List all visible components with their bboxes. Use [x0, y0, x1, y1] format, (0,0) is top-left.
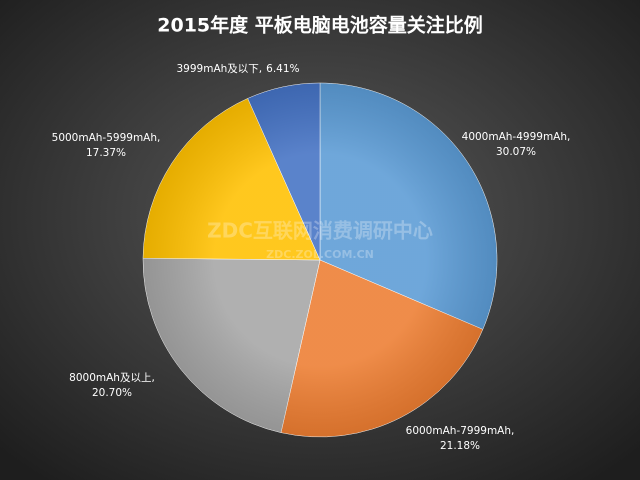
data-label: 8000mAh及以上, 20.70%: [69, 372, 155, 399]
label-category: 4000mAh-4999mAh,: [462, 131, 571, 143]
label-value: 21.18%: [440, 440, 480, 452]
data-label: 4000mAh-4999mAh, 30.07%: [462, 131, 571, 158]
label-value: 20.70%: [92, 387, 132, 399]
data-label: 6000mAh-7999mAh, 21.18%: [406, 425, 515, 452]
label-category: 6000mAh-7999mAh,: [406, 425, 515, 437]
watermark: ZDC互联网消费调研中心: [207, 219, 433, 243]
label-category: 8000mAh及以上,: [69, 372, 155, 384]
chart-title: 2015年度 平板电脑电池容量关注比例: [157, 14, 483, 37]
data-label: 5000mAh-5999mAh, 17.37%: [52, 132, 161, 159]
watermark-url: ZDC.ZOL.COM.CN: [266, 248, 374, 261]
label-category: 5000mAh-5999mAh,: [52, 132, 161, 144]
data-label: 3999mAh及以下, 6.41%: [177, 63, 300, 75]
label-value: 6.41%: [266, 63, 299, 75]
label-category: 3999mAh及以下,: [177, 63, 263, 75]
label-value: 17.37%: [86, 147, 126, 159]
label-value: 30.07%: [496, 146, 536, 158]
